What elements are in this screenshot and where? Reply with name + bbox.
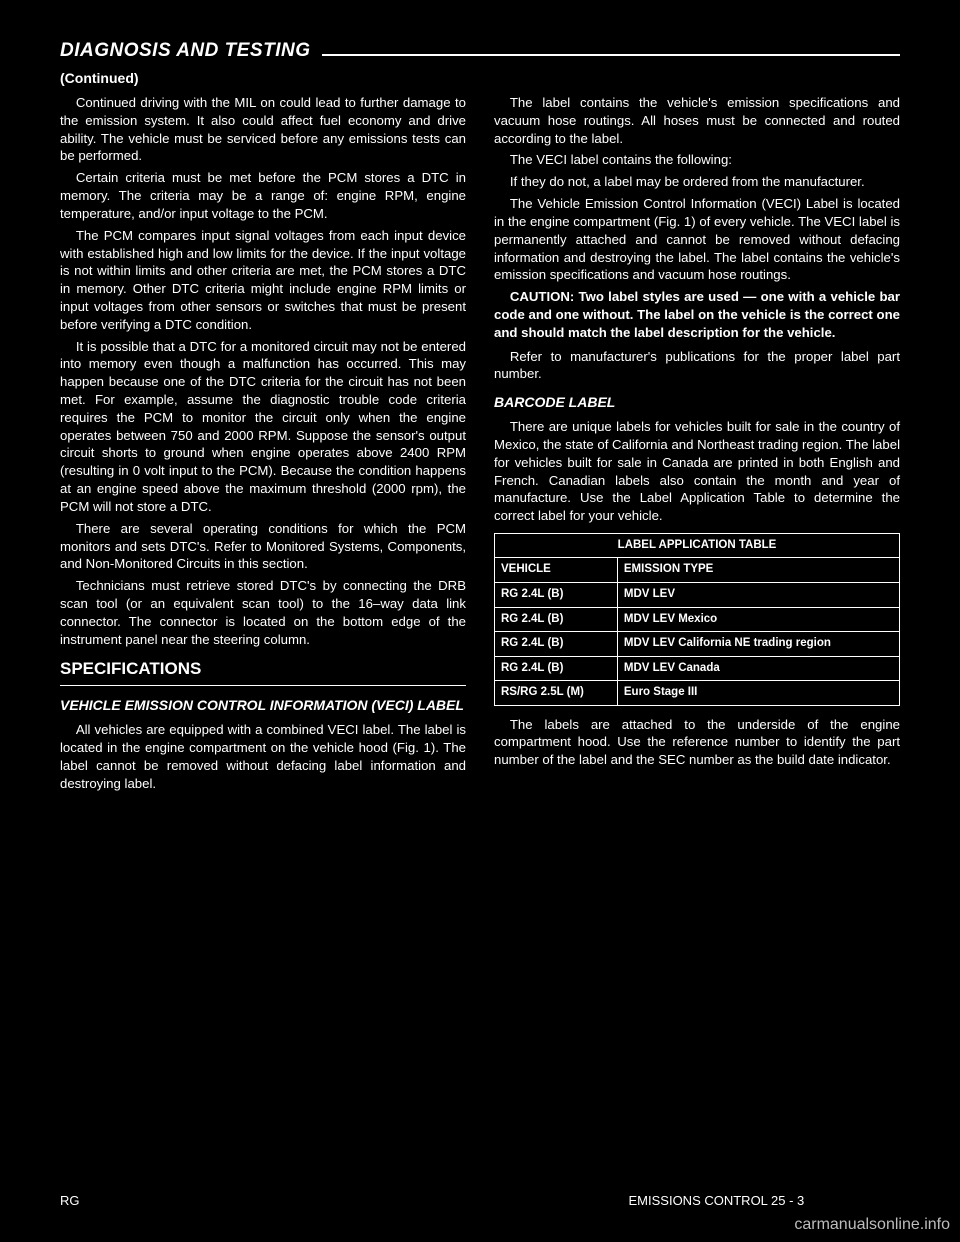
table-cell: RG 2.4L (B) bbox=[495, 632, 618, 657]
table-row: RG 2.4L (B) MDV LEV bbox=[495, 582, 900, 607]
page-footer: RG EMISSIONS CONTROL 25 - 3 bbox=[60, 1193, 804, 1208]
body-para: The label contains the vehicle's emissio… bbox=[494, 94, 900, 147]
body-para: There are several operating conditions f… bbox=[60, 520, 466, 573]
table-col-header: VEHICLE bbox=[495, 558, 618, 583]
table-cell: MDV LEV California NE trading region bbox=[617, 632, 899, 657]
body-para: All vehicles are equipped with a combine… bbox=[60, 721, 466, 792]
sub-heading-veci: VEHICLE EMISSION CONTROL INFORMATION (VE… bbox=[60, 696, 466, 715]
body-para: Technicians must retrieve stored DTC's b… bbox=[60, 577, 466, 648]
body-columns: Continued driving with the MIL on could … bbox=[60, 94, 900, 792]
table-cell: RG 2.4L (B) bbox=[495, 656, 618, 681]
footer-right: EMISSIONS CONTROL 25 - 3 bbox=[629, 1193, 805, 1208]
table-col-header: EMISSION TYPE bbox=[617, 558, 899, 583]
table-cell: RS/RG 2.5L (M) bbox=[495, 681, 618, 706]
body-para: There are unique labels for vehicles bui… bbox=[494, 418, 900, 525]
table-title-row: LABEL APPLICATION TABLE bbox=[495, 533, 900, 558]
body-para: The PCM compares input signal voltages f… bbox=[60, 227, 466, 334]
table-block: LABEL APPLICATION TABLE VEHICLE EMISSION… bbox=[494, 533, 900, 706]
body-para: Continued driving with the MIL on could … bbox=[60, 94, 466, 165]
table-header-row: VEHICLE EMISSION TYPE bbox=[495, 558, 900, 583]
table-row: RG 2.4L (B) MDV LEV California NE tradin… bbox=[495, 632, 900, 657]
body-para: The VECI label contains the following: bbox=[494, 151, 900, 169]
table-cell: Euro Stage III bbox=[617, 681, 899, 706]
body-para: It is possible that a DTC for a monitore… bbox=[60, 338, 466, 516]
sub-heading-barcode: BARCODE LABEL bbox=[494, 393, 900, 412]
table-row: RS/RG 2.5L (M) Euro Stage III bbox=[495, 681, 900, 706]
table-row: RG 2.4L (B) MDV LEV Mexico bbox=[495, 607, 900, 632]
table-row: RG 2.4L (B) MDV LEV Canada bbox=[495, 656, 900, 681]
page-header: DIAGNOSIS AND TESTING bbox=[60, 40, 900, 62]
section-heading-specifications: SPECIFICATIONS bbox=[60, 658, 466, 686]
table-cell: RG 2.4L (B) bbox=[495, 607, 618, 632]
footer-left: RG bbox=[60, 1193, 80, 1208]
watermark: carmanualsonline.info bbox=[794, 1216, 950, 1234]
body-para: The labels are attached to the underside… bbox=[494, 716, 900, 769]
header-title: DIAGNOSIS AND TESTING bbox=[60, 40, 310, 62]
table-cell: MDV LEV bbox=[617, 582, 899, 607]
caution-text: CAUTION: Two label styles are used — one… bbox=[494, 288, 900, 341]
body-para: Refer to manufacturer's publications for… bbox=[494, 348, 900, 384]
table-cell: MDV LEV Mexico bbox=[617, 607, 899, 632]
body-para: Certain criteria must be met before the … bbox=[60, 169, 466, 222]
table-cell: RG 2.4L (B) bbox=[495, 582, 618, 607]
table-title: LABEL APPLICATION TABLE bbox=[495, 533, 900, 558]
caution-block: CAUTION: Two label styles are used — one… bbox=[494, 288, 900, 341]
header-rule bbox=[322, 54, 900, 56]
body-para: The Vehicle Emission Control Information… bbox=[494, 195, 900, 284]
table-cell: MDV LEV Canada bbox=[617, 656, 899, 681]
header-subtitle: (Continued) bbox=[60, 70, 900, 86]
label-application-table: LABEL APPLICATION TABLE VEHICLE EMISSION… bbox=[494, 533, 900, 706]
body-para: If they do not, a label may be ordered f… bbox=[494, 173, 900, 191]
